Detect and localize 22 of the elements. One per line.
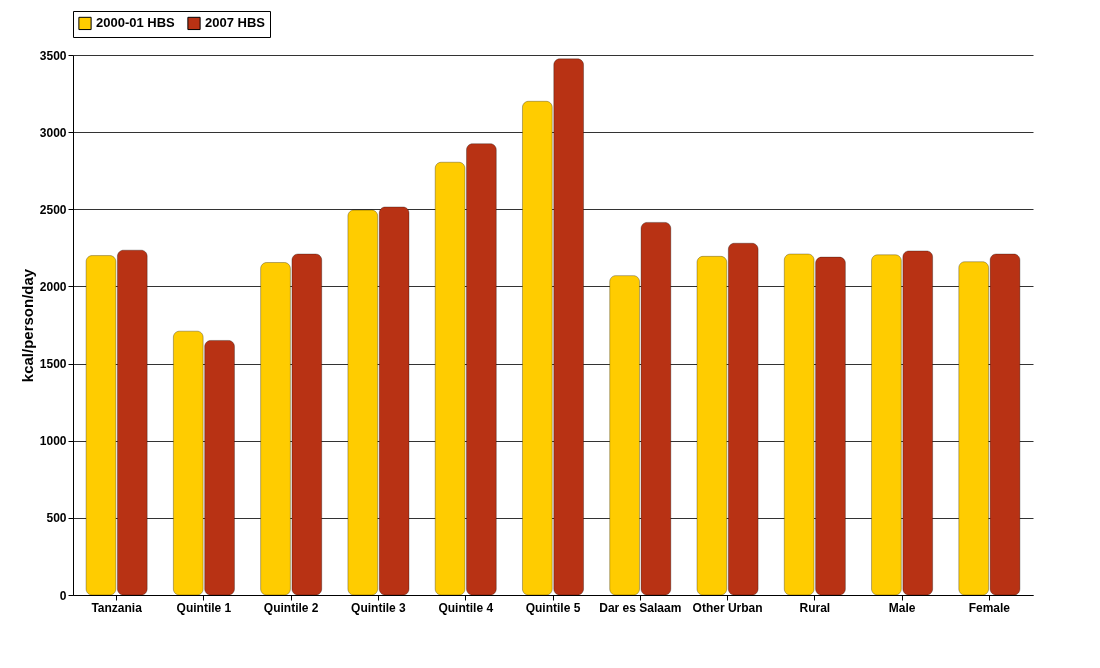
x-tick-label: Tanzania bbox=[91, 600, 143, 615]
x-tick-label: Quintile 3 bbox=[351, 600, 407, 615]
y-tick-label: 0 bbox=[59, 588, 67, 603]
x-tick-label: Quintile 2 bbox=[263, 600, 319, 615]
x-tick-label: Male bbox=[888, 600, 916, 615]
x-tick-label: Quintile 5 bbox=[525, 600, 581, 615]
y-tick-label: 3500 bbox=[39, 48, 67, 63]
x-tick-label: Female bbox=[968, 600, 1011, 615]
legend-label: 2007 HBS bbox=[205, 15, 266, 31]
x-tick-label: Dar es Salaam bbox=[599, 600, 682, 615]
y-tick-label: 1500 bbox=[39, 357, 67, 372]
legend-label: 2000-01 HBS bbox=[96, 15, 176, 31]
x-tick-label: Rural bbox=[799, 600, 831, 615]
y-tick-label: 500 bbox=[46, 511, 67, 526]
y-tick-label: 1000 bbox=[39, 434, 67, 449]
y-tick-label: 2000 bbox=[39, 279, 67, 294]
y-axis-title: kcal/person/day bbox=[18, 268, 36, 383]
x-tick-label: Quintile 4 bbox=[438, 600, 494, 615]
x-tick-label: Quintile 1 bbox=[176, 600, 232, 615]
y-tick-label: 3000 bbox=[39, 125, 67, 140]
x-tick-label: Other Urban bbox=[692, 600, 763, 615]
y-tick-label: 2500 bbox=[39, 202, 67, 217]
